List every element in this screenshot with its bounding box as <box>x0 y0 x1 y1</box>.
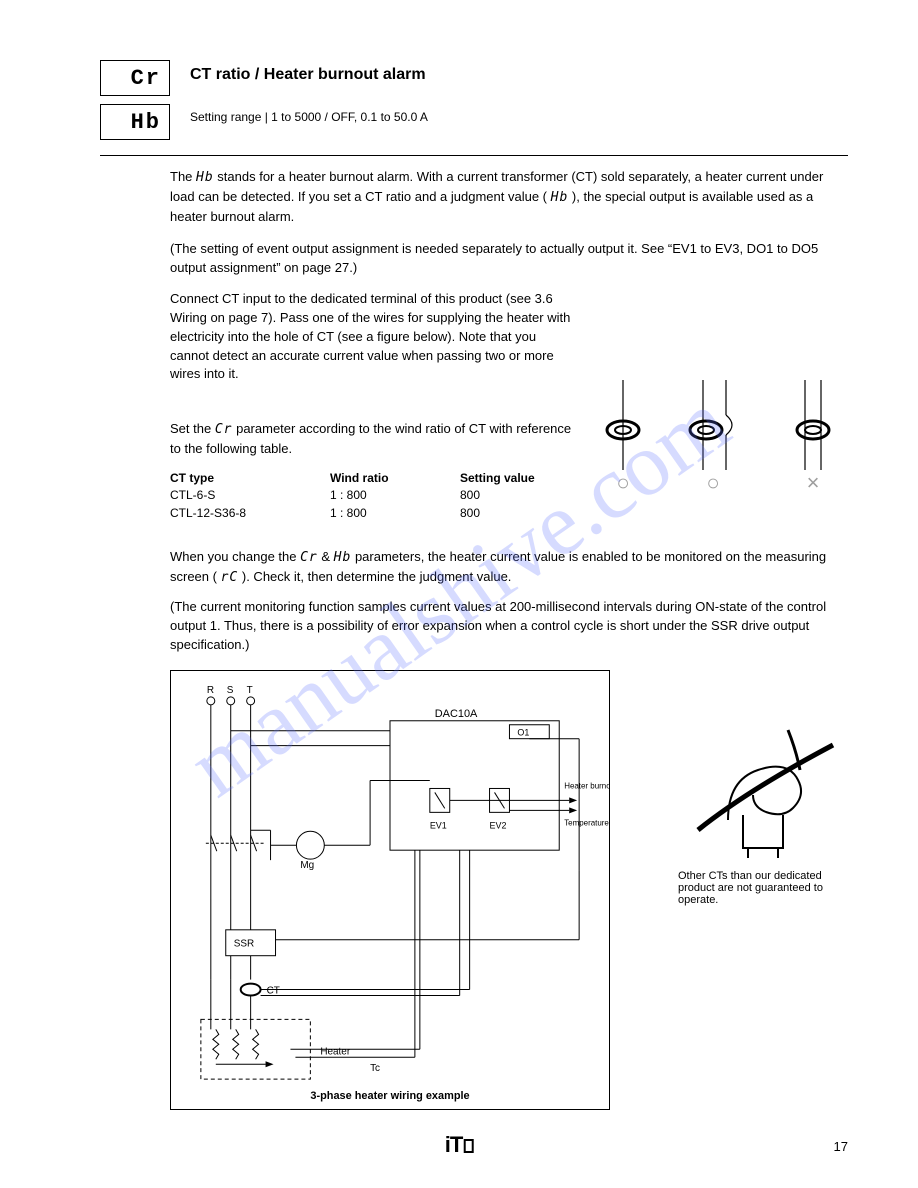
paragraph-5: When you change the Cr & Hb parameters, … <box>170 548 848 588</box>
svg-text:Tc: Tc <box>370 1063 380 1074</box>
td-1-3: 800 <box>460 487 560 504</box>
ct-icon-ok-2 <box>678 380 748 470</box>
td-1-1: CTL-6-S <box>170 487 290 504</box>
ct-clamp-illustration <box>688 720 838 860</box>
subtitle-text: Setting range | 1 to 5000 / OFF, 0.1 to … <box>190 110 848 124</box>
td-2-2: 1 : 800 <box>330 505 420 522</box>
lcd-box-hb: Hb <box>100 104 170 140</box>
ct-icon-ng <box>783 380 843 470</box>
td-2-3: 800 <box>460 505 560 522</box>
lcd-text-cr: Cr <box>131 66 161 91</box>
paragraph-4: Set the Cr parameter according to the wi… <box>170 420 578 459</box>
svg-text:Temperature alarm: Temperature alarm <box>564 818 609 827</box>
svg-text:O1: O1 <box>517 728 529 738</box>
mark-ok-1: ○ <box>588 470 658 496</box>
paragraph-6: (The current monitoring function samples… <box>170 598 848 655</box>
svg-text:S: S <box>227 685 234 696</box>
svg-text:R: R <box>207 685 214 696</box>
svg-text:T: T <box>247 685 253 696</box>
inline-seg-cr: Cr <box>215 422 233 437</box>
lcd-box-cr: Cr <box>100 60 170 96</box>
inline-seg-hb3: Hb <box>334 550 352 565</box>
th-2: Wind ratio <box>330 470 420 487</box>
section-title: CT ratio / Heater burnout alarm Setting … <box>190 66 848 130</box>
svg-text:SSR: SSR <box>234 939 254 950</box>
ct-icon-ok-1 <box>593 380 653 470</box>
title-text: CT ratio / Heater burnout alarm <box>190 66 848 84</box>
svg-text:DAC10A: DAC10A <box>435 708 478 720</box>
mark-ng: × <box>778 470 848 496</box>
paragraph-1: The Hb stands for a heater burnout alarm… <box>170 168 848 227</box>
inline-seg-cr2: Cr <box>300 550 318 565</box>
mark-ok-2: ○ <box>678 470 748 496</box>
inline-seg-hb: Hb <box>196 170 214 185</box>
svg-text:Heater: Heater <box>320 1046 351 1057</box>
clamp-caption: Other CTs than our dedicated product are… <box>678 870 848 906</box>
svg-text:EV1: EV1 <box>430 820 447 830</box>
page-number: 17 <box>834 1139 848 1154</box>
ct-pass-examples: ○ ○ × <box>588 380 848 520</box>
footer-logo: iT <box>445 1132 474 1158</box>
divider <box>100 155 848 156</box>
svg-text:3-phase heater wiring example: 3-phase heater wiring example <box>310 1090 469 1102</box>
inline-seg-rc: rC <box>221 570 239 585</box>
paragraph-2: (The setting of event output assignment … <box>170 240 848 278</box>
inline-seg-hb2: Hb <box>551 190 569 205</box>
svg-text:Heater burnout alarm: Heater burnout alarm <box>564 781 609 790</box>
th-1: CT type <box>170 470 290 487</box>
th-3: Setting value <box>460 470 560 487</box>
td-1-2: 1 : 800 <box>330 487 420 504</box>
svg-text:Mg: Mg <box>300 860 314 871</box>
lcd-text-hb: Hb <box>131 110 161 135</box>
svg-text:CT: CT <box>267 986 280 997</box>
wiring-diagram: R S T DAC10A O1 EV1 EV2 Heater burnout a… <box>170 670 610 1110</box>
td-2-1: CTL-12-S36-8 <box>170 505 290 522</box>
paragraph-3: Connect CT input to the dedicated termin… <box>170 290 578 384</box>
svg-text:EV2: EV2 <box>490 820 507 830</box>
